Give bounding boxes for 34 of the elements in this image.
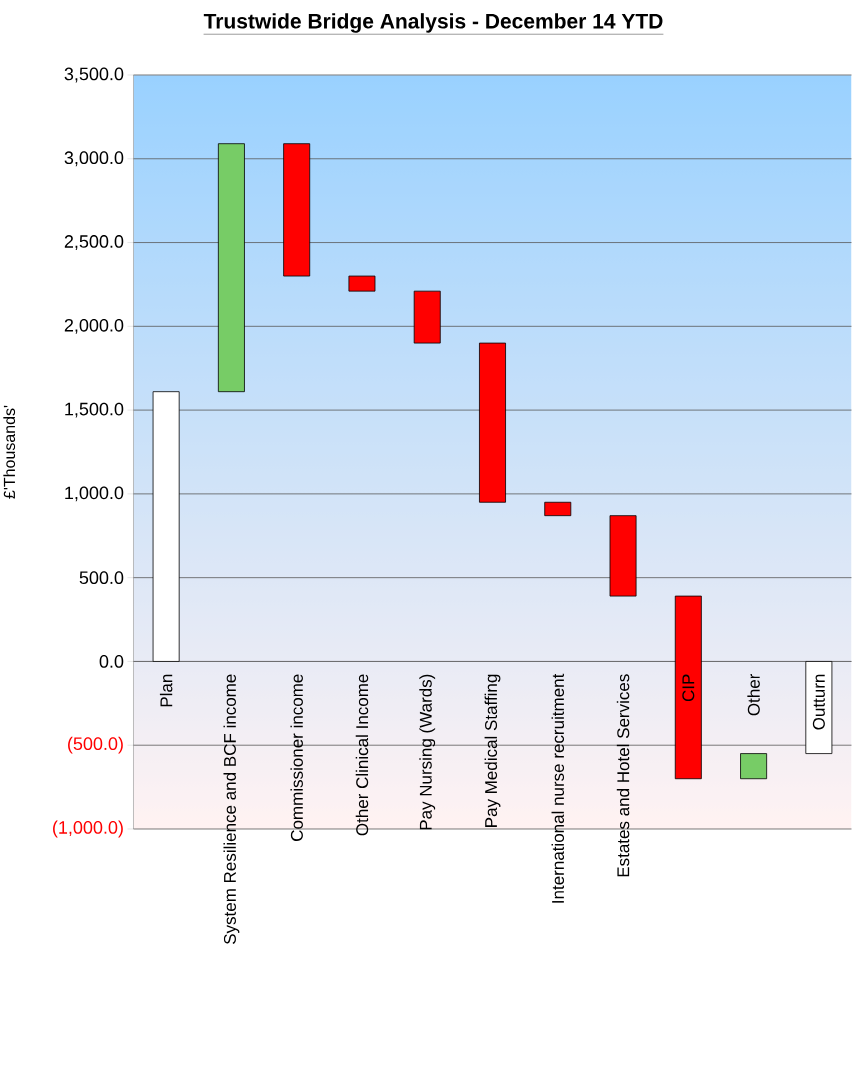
x-tick-label: Commissioner income — [290, 674, 303, 841]
y-tick-label: 500.0 — [79, 571, 124, 585]
bar — [609, 515, 637, 597]
x-tick-label: CIP — [682, 674, 695, 702]
bar — [348, 275, 376, 292]
bar — [217, 143, 245, 393]
bar — [544, 501, 571, 517]
x-tick-label: International nurse recruitment — [551, 673, 564, 903]
y-tick-label: 1,500.0 — [65, 402, 124, 418]
x-tick-label: Plan — [159, 674, 173, 707]
y-tick-label: (1,000.0) — [52, 820, 123, 838]
x-tick-label: Pay Medical Staffing — [484, 674, 501, 827]
x-tick-label: Outturn — [812, 674, 825, 730]
y-tick-label: 0.0 — [99, 655, 124, 668]
chart-title: Trustwide Bridge Analysis - December 14 YTD — [203, 13, 663, 33]
bar — [413, 290, 441, 344]
y-axis-title: £'Thousands' — [3, 405, 15, 499]
y-tick-label: 3,000.0 — [64, 151, 124, 167]
bar — [282, 143, 310, 277]
y-tick-label: 1,000.0 — [65, 486, 124, 502]
bar — [674, 595, 702, 780]
bar — [152, 391, 180, 662]
bar — [739, 753, 767, 780]
y-tick-label: 3,500.0 — [64, 67, 124, 83]
x-tick-label: Pay Nursing (Wards) — [419, 674, 435, 830]
x-tick-label: System Resilience and BCF income — [223, 674, 240, 945]
x-tick-label: Estates and Hotel Services — [616, 674, 630, 877]
y-tick-label: (500.0) — [67, 736, 123, 754]
x-tick-label: Other Clinical Income — [355, 674, 368, 836]
y-tick-label: 2,500.0 — [64, 235, 124, 250]
y-tick-label: 2,000.0 — [64, 318, 124, 334]
bar — [478, 342, 506, 503]
bar — [805, 661, 833, 754]
x-tick-label: Other — [747, 673, 760, 716]
